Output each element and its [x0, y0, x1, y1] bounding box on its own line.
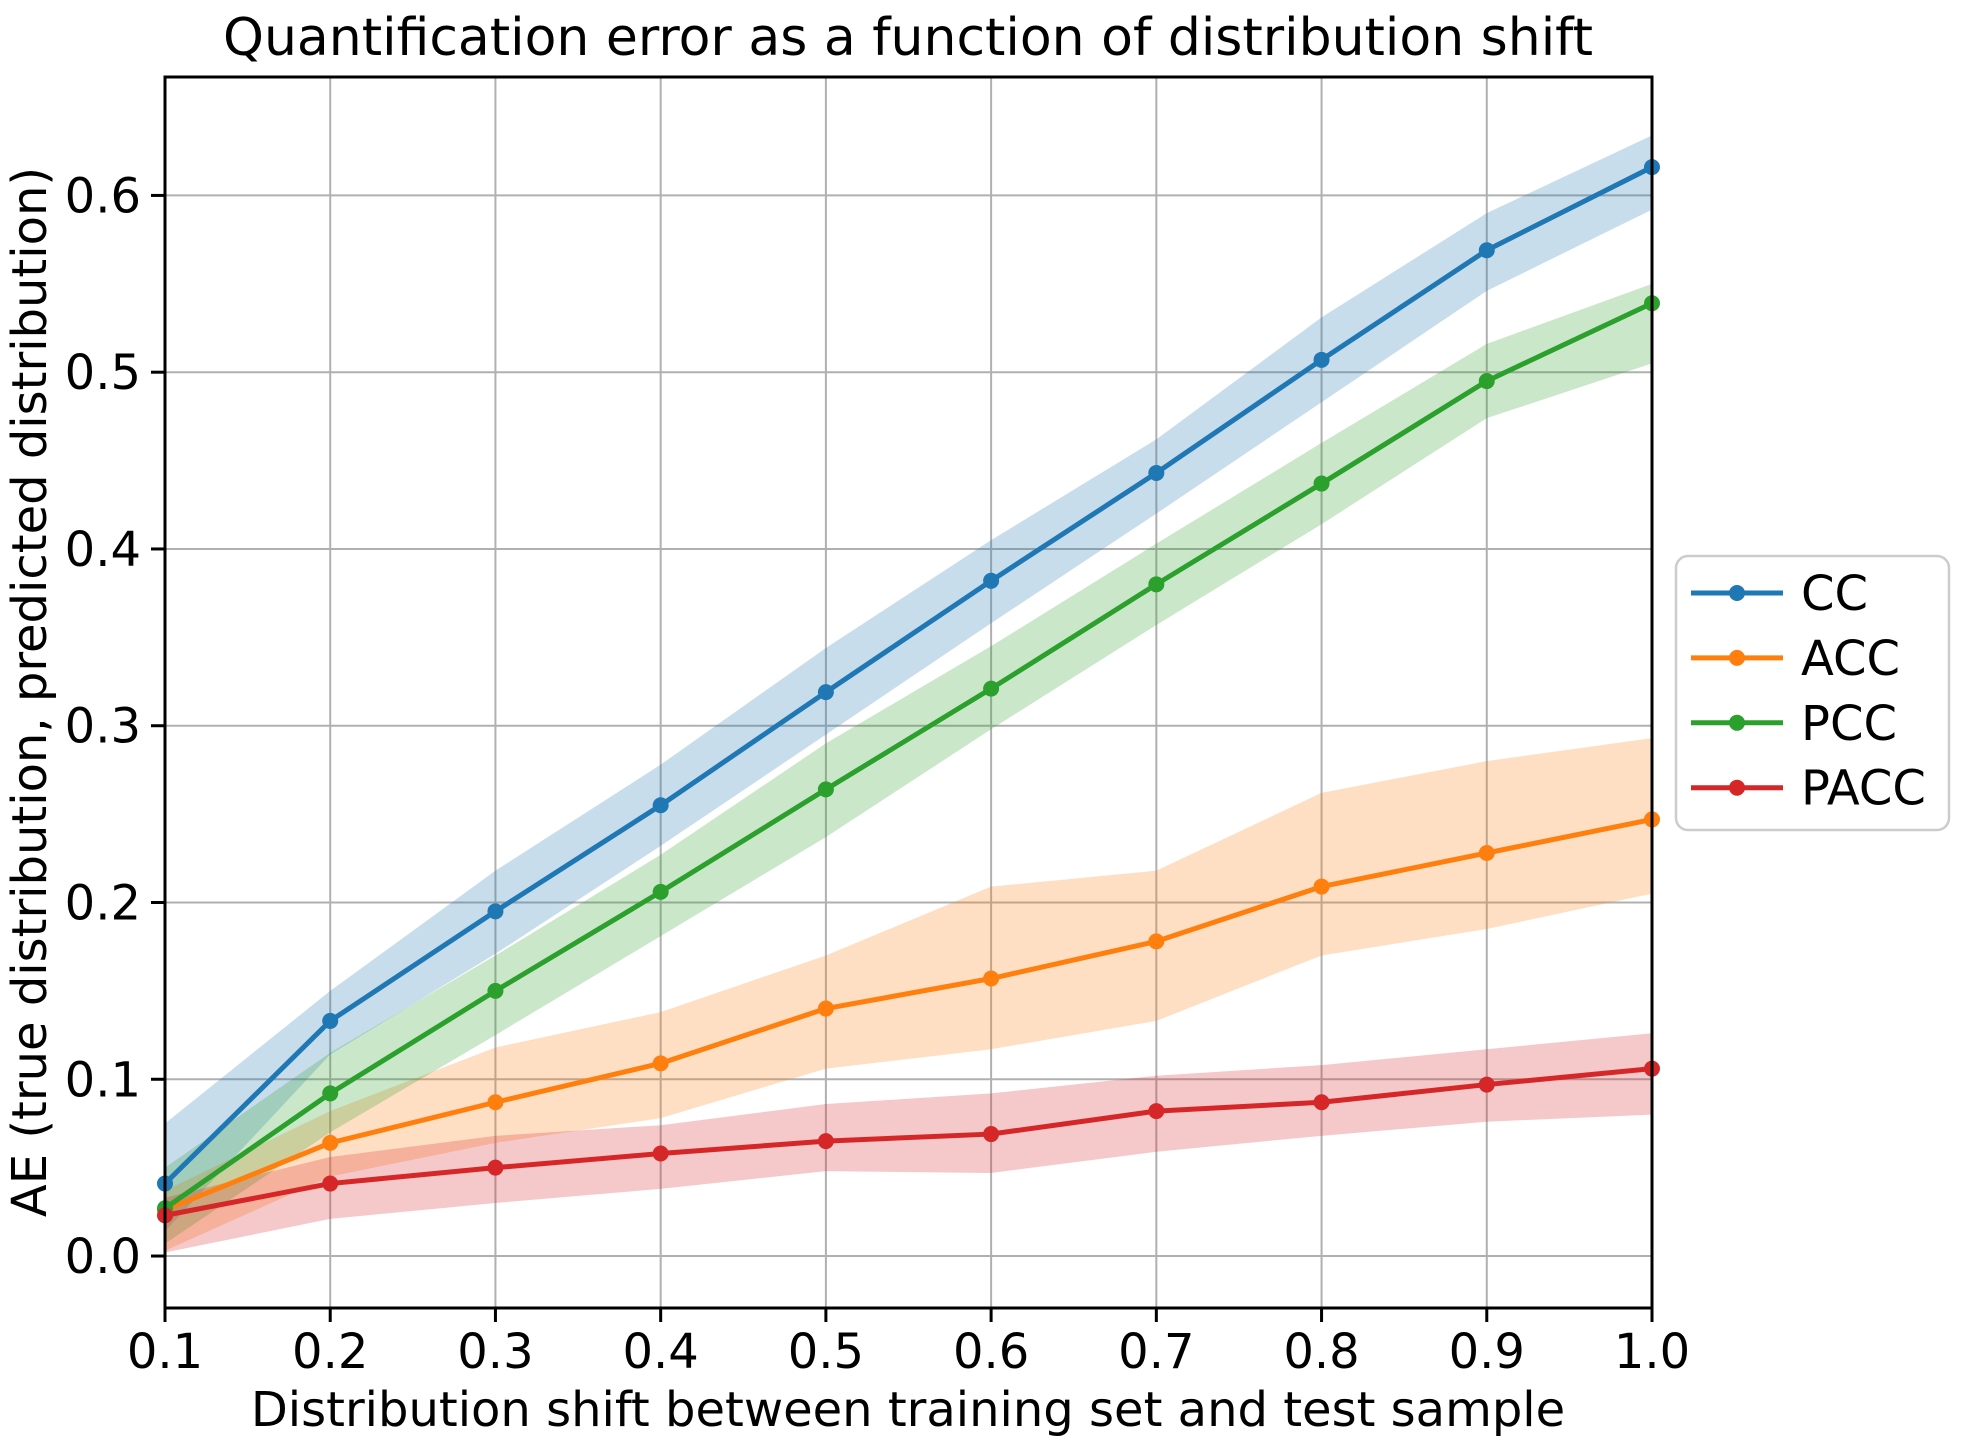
data-point-CC	[817, 684, 834, 701]
legend-marker-CC	[1729, 585, 1745, 601]
data-point-CC	[983, 572, 1000, 589]
y-axis-label: AE (true distribution, predicted distrib…	[2, 167, 58, 1217]
data-point-CC	[1313, 351, 1330, 368]
series-PCC-line	[157, 295, 1660, 1217]
y-tick-label: 0.3	[65, 699, 141, 755]
y-tick-label: 0.2	[65, 875, 141, 931]
data-point-PCC	[1478, 373, 1495, 390]
y-tick-label: 0.4	[65, 522, 141, 578]
data-point-PACC	[983, 1126, 1000, 1143]
series-CC-line	[157, 159, 1660, 1192]
data-point-PCC	[983, 680, 1000, 697]
data-point-ACC	[1478, 845, 1495, 862]
y-tick-label: 0.0	[65, 1229, 141, 1285]
legend-marker-ACC	[1729, 649, 1745, 666]
data-point-CC	[322, 1012, 339, 1029]
data-point-PACC	[817, 1133, 834, 1150]
x-axis-label: Distribution shift between training set …	[251, 1382, 1565, 1438]
data-point-CC	[652, 797, 669, 814]
x-tick-label: 0.2	[292, 1324, 368, 1380]
chart-title: Quantification error as a function of di…	[223, 8, 1593, 68]
series-CC-band	[165, 135, 1652, 1232]
x-tick-label: 1.0	[1614, 1324, 1690, 1380]
series-ACC-line	[157, 811, 1660, 1219]
data-point-PACC	[1478, 1076, 1495, 1093]
y-tick-label: 0.1	[65, 1052, 141, 1108]
data-point-ACC	[322, 1134, 339, 1151]
data-point-PCC	[487, 982, 504, 999]
legend-item-PCC: PCC	[1691, 696, 1897, 752]
legend: CC ACC PCC PACC	[1674, 554, 1951, 832]
legend-label-PCC: PCC	[1801, 696, 1897, 752]
data-point-PCC	[652, 883, 669, 900]
data-point-PCC	[817, 781, 834, 798]
data-point-ACC	[983, 970, 1000, 987]
x-tick-label: 0.9	[1449, 1324, 1525, 1380]
data-point-CC	[487, 903, 504, 920]
plot-border	[163, 75, 1654, 1310]
legend-marker-PCC	[1729, 714, 1745, 731]
data-point-CC	[1478, 242, 1495, 259]
legend-item-CC: CC	[1691, 566, 1868, 622]
legend-label-PACC: PACC	[1801, 761, 1926, 817]
data-point-ACC	[1148, 933, 1165, 950]
data-point-PCC	[322, 1085, 339, 1102]
series-PACC-band	[165, 1033, 1652, 1253]
legend-label-ACC: ACC	[1801, 631, 1900, 687]
data-point-PACC	[652, 1145, 669, 1162]
y-tick-label: 0.6	[65, 168, 141, 224]
data-point-PCC	[1313, 475, 1330, 492]
x-tick-label: 0.1	[127, 1324, 203, 1380]
data-point-ACC	[652, 1055, 669, 1072]
x-tick-label: 0.6	[953, 1324, 1029, 1380]
ticks	[151, 193, 1654, 1322]
legend-item-PACC: PACC	[1691, 761, 1926, 817]
x-tick-label: 0.5	[788, 1324, 864, 1380]
data-point-ACC	[817, 1000, 834, 1017]
x-tick-label: 0.7	[1118, 1324, 1194, 1380]
legend-marker-PACC	[1729, 779, 1745, 796]
tick-labels: 0.1 0.2 0.3 0.4 0.5 0.6 0.7 0.8 0.9 1.0 0.0 0.1 0.2 0…	[65, 168, 1691, 1380]
y-tick-label: 0.5	[65, 345, 141, 401]
legend-item-ACC: ACC	[1691, 631, 1900, 687]
series-PCC-band	[165, 283, 1652, 1244]
data-point-PACC	[1313, 1094, 1330, 1111]
x-tick-label: 0.3	[457, 1324, 533, 1380]
legend-label-CC: CC	[1801, 566, 1868, 622]
plot-area: 0.1 0.2 0.3 0.4 0.5 0.6 0.7 0.8 0.9 1.0 0.0 0.1 0.2 0…	[65, 75, 1951, 1380]
data-point-PACC	[322, 1175, 339, 1192]
x-tick-label: 0.8	[1283, 1324, 1359, 1380]
legend-box	[1674, 554, 1951, 832]
data-point-PACC	[487, 1159, 504, 1176]
data-point-ACC	[1313, 878, 1330, 895]
data-point-CC	[1148, 464, 1165, 481]
data-point-PCC	[1148, 576, 1165, 593]
data-point-ACC	[487, 1094, 504, 1111]
x-tick-label: 0.4	[622, 1324, 698, 1380]
data-point-PACC	[1148, 1103, 1165, 1120]
